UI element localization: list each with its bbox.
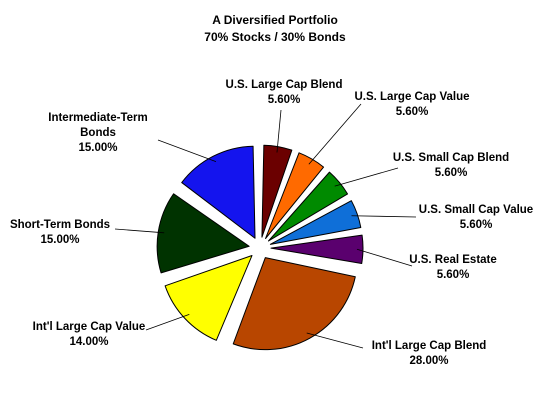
- chart-title: A Diversified Portfolio: [212, 13, 338, 27]
- slice-label-6: Int'l Large Cap Value: [33, 321, 146, 333]
- pie-slice-4: [270, 234, 364, 264]
- slice-value-4: 5.60%: [437, 269, 470, 281]
- leader-line-8: [157, 139, 217, 162]
- slice-label-8: Bonds: [80, 127, 116, 139]
- slice-label-2: U.S. Small Cap Blend: [393, 152, 509, 164]
- pie-slice-7: [156, 193, 250, 274]
- leader-line-4: [356, 248, 413, 267]
- pie-slice-3: [269, 200, 362, 245]
- slice-value-7: 15.00%: [40, 234, 79, 246]
- pie-slice-2: [267, 171, 349, 242]
- slice-value-8: 15.00%: [78, 142, 117, 154]
- pie-slices: [156, 144, 364, 351]
- slice-value-0: 5.60%: [268, 94, 301, 106]
- leader-line-6: [145, 314, 190, 331]
- slice-label-1: U.S. Large Cap Value: [354, 91, 469, 103]
- slice-value-5: 28.00%: [409, 355, 448, 367]
- chart-subtitle: 70% Stocks / 30% Bonds: [204, 30, 346, 44]
- pie-slice-0: [261, 144, 293, 238]
- pie-slice-5: [232, 257, 356, 351]
- leader-line-3: [351, 215, 417, 218]
- slice-label-3: U.S. Small Cap Value: [419, 204, 533, 216]
- leader-line-0: [276, 109, 282, 153]
- leader-line-7: [114, 228, 165, 234]
- leader-line-2: [334, 167, 399, 187]
- slice-value-3: 5.60%: [460, 219, 493, 231]
- slice-label-0: U.S. Large Cap Blend: [226, 79, 343, 91]
- leader-line-1: [308, 103, 362, 165]
- slice-value-6: 14.00%: [69, 336, 108, 348]
- pie-slice-6: [164, 255, 253, 341]
- leader-line-5: [306, 332, 364, 349]
- slice-label-7: Short-Term Bonds: [10, 219, 110, 231]
- leader-lines: [114, 103, 417, 349]
- slice-value-1: 5.60%: [396, 106, 429, 118]
- slice-label-8: Intermediate-Term: [48, 112, 147, 124]
- slice-label-5: Int'l Large Cap Blend: [372, 340, 487, 352]
- pie-slice-1: [265, 152, 325, 239]
- slice-value-2: 5.60%: [435, 167, 468, 179]
- slice-label-4: U.S. Real Estate: [409, 254, 497, 266]
- pie-slice-8: [181, 145, 256, 239]
- slice-labels: U.S. Large Cap Blend 5.60% U.S. Large Cap …: [10, 79, 533, 367]
